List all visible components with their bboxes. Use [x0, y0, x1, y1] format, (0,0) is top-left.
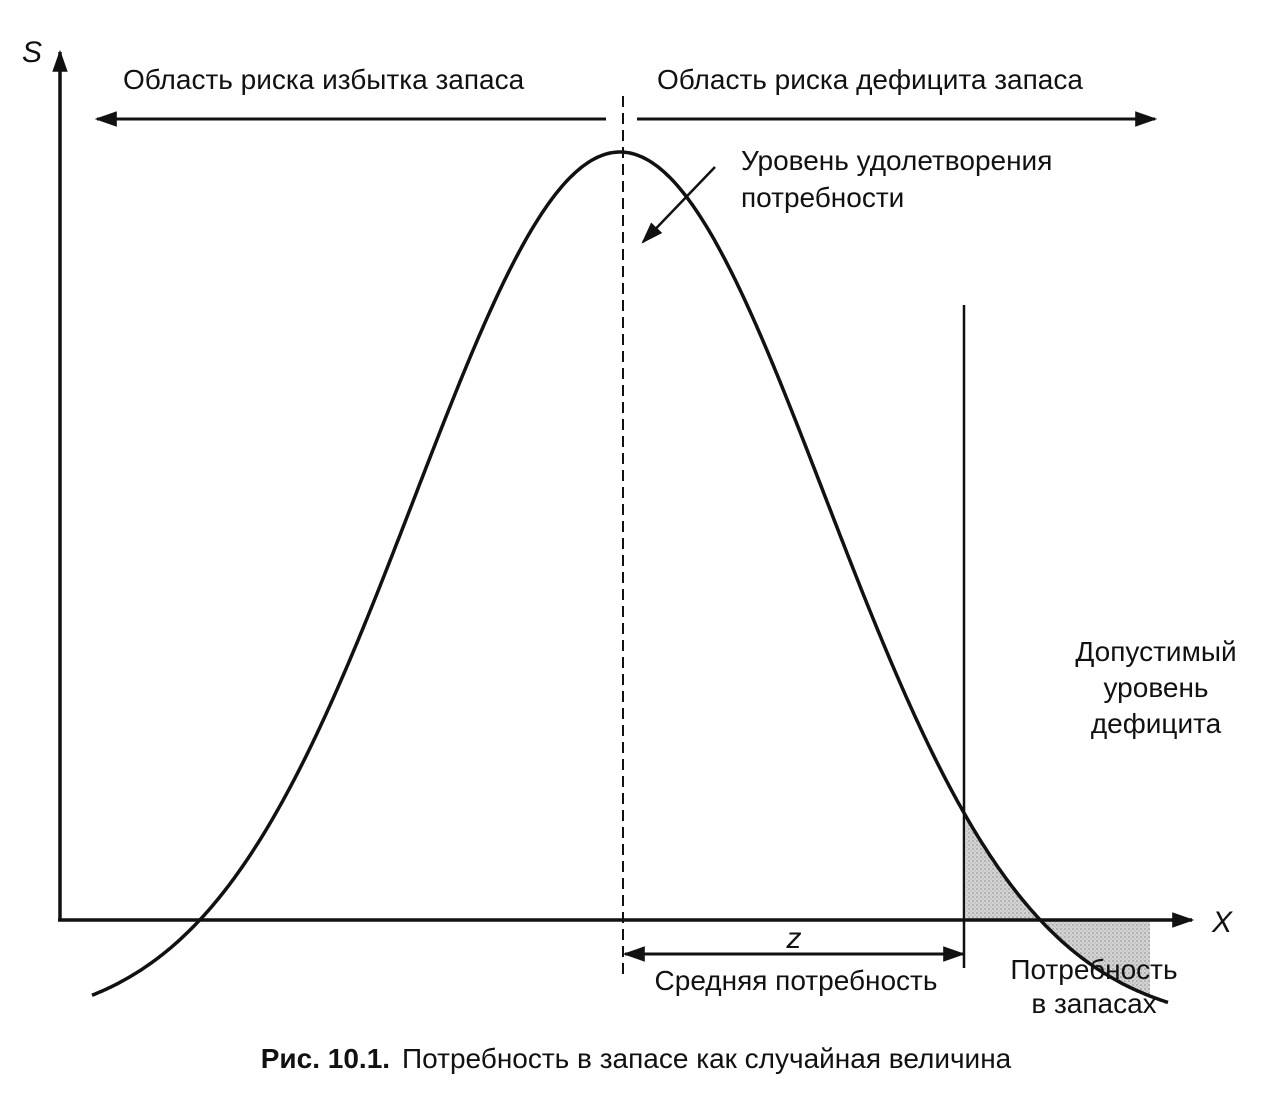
satisfaction-pointer-arrow	[641, 166, 716, 244]
excess-risk-label: Область риска избытка запаса	[123, 64, 525, 95]
stock-need-label-line1: Потребность	[1010, 954, 1177, 985]
x-axis-label: X	[1211, 906, 1233, 939]
deficit-shaded-area	[966, 816, 1150, 997]
deficit-label-line2: уровень	[1103, 672, 1208, 703]
figure-caption: Рис. 10.1. Потребность в запасе как случ…	[261, 1043, 1012, 1074]
figure-caption-text: Потребность в запасе как случайная велич…	[402, 1043, 1012, 1074]
demand-distribution-curve	[91, 150, 1169, 1005]
mean-demand-label: Средняя потребность	[655, 965, 938, 996]
y-axis-label: S	[22, 36, 42, 69]
deficit-label-line1: Допустимый	[1075, 636, 1236, 667]
satisfaction-label-line2: потребности	[741, 182, 904, 213]
deficit-label-line3: дефицита	[1091, 708, 1222, 739]
stock-need-label-line2: в запасах	[1031, 988, 1156, 1019]
deficit-risk-label: Область риска дефицита запаса	[657, 64, 1083, 95]
satisfaction-label-line1: Уровень удолетворения	[741, 145, 1052, 176]
figure-caption-number: Рис. 10.1.	[261, 1043, 390, 1074]
z-label: z	[786, 922, 802, 955]
